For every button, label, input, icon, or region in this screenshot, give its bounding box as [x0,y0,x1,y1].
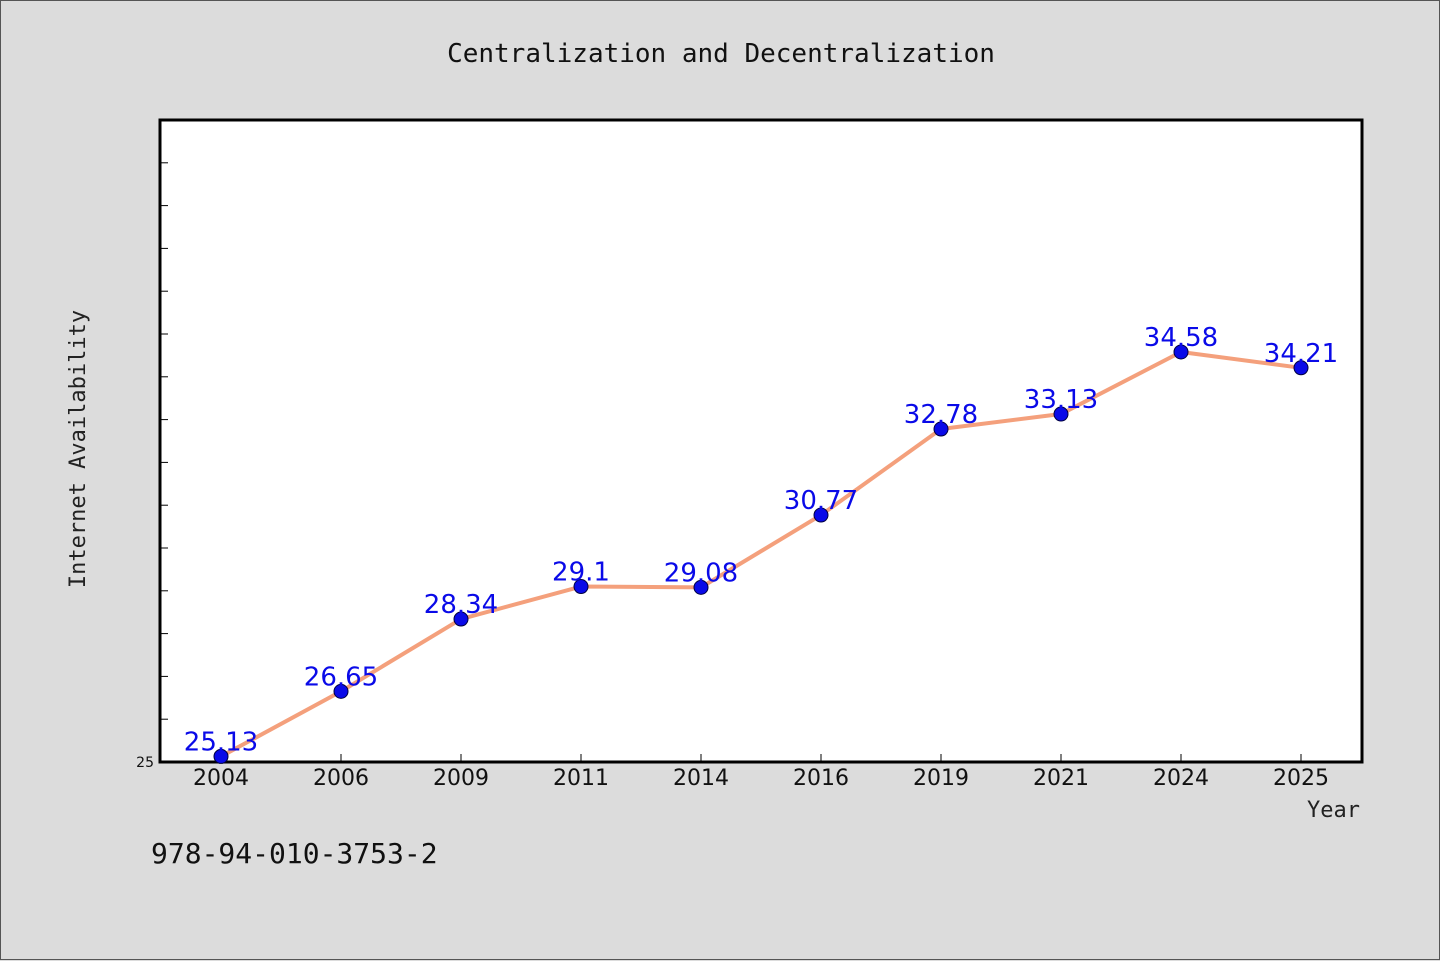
data-label: 29.08 [664,558,738,588]
y-tick-label: 25 [136,755,154,771]
x-tick-label: 2006 [313,766,369,791]
data-point [453,611,469,627]
plot-area [158,118,1364,764]
x-tick-label: 2025 [1273,766,1329,791]
isbn-text: 978-94-010-3753-2 [151,837,438,870]
x-tick-label: 2016 [793,766,849,791]
x-tick-label: 2009 [433,766,489,791]
data-point [693,579,709,595]
data-label: 26.65 [304,662,378,692]
x-axis-ticks: 2004 2006 2009 2011 2014 2016 2019 2021 2024 2025 [193,754,1329,791]
y-axis-label: Internet Availability [66,310,91,588]
data-point [1173,344,1189,360]
data-label: 32.78 [904,400,978,430]
data-label: 33.13 [1024,385,1098,415]
data-label: 28.34 [424,590,498,620]
x-tick-label: 2011 [553,766,609,791]
x-tick-label: 2021 [1033,766,1089,791]
x-tick-label: 2024 [1153,766,1209,791]
data-label: 34.21 [1264,339,1338,369]
data-point [1053,406,1069,422]
data-label: 25.13 [184,727,258,757]
chart-title: Centralization and Decentralization [447,39,995,69]
x-tick-label: 2014 [673,766,729,791]
data-point [573,579,589,595]
data-label: 29.1 [552,558,610,588]
x-axis-label: Year [1307,798,1360,823]
data-label: 34.58 [1144,323,1218,353]
x-tick-label: 2004 [193,766,249,791]
series-line [220,349,1302,759]
y-axis-ticks: 25 [136,162,168,771]
data-point [333,683,349,699]
x-tick-label: 2019 [913,766,969,791]
series-line-group: 25.13 26.65 28.34 29.1 29.08 30.77 32.78 33.13 3… [184,323,1338,764]
data-point [813,507,829,523]
data-point [1293,360,1309,376]
data-point [213,748,229,764]
data-label: 30.77 [784,486,858,516]
data-point [933,421,949,437]
